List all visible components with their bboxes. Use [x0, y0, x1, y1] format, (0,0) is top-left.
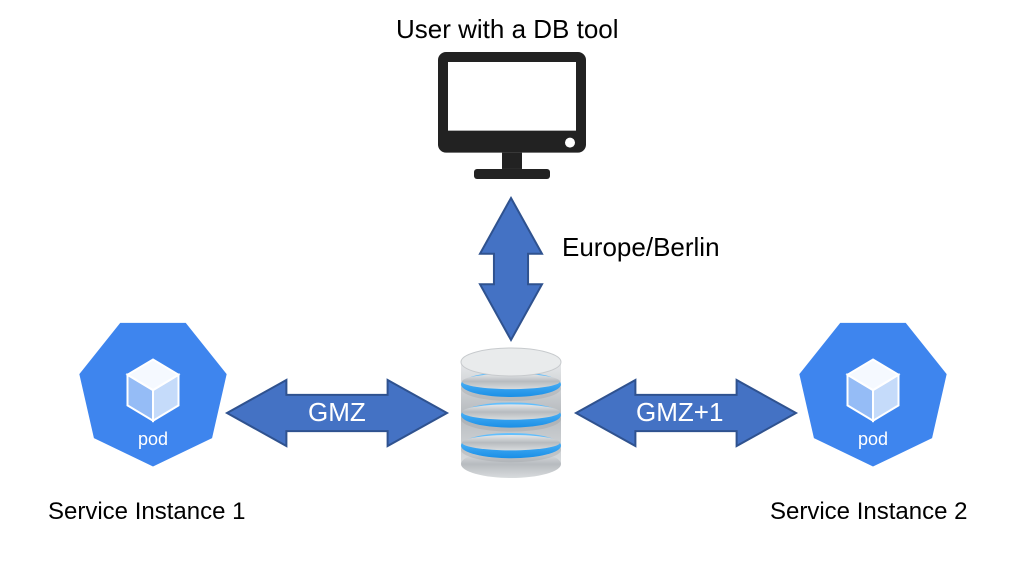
diagram-canvas: pod pod: [0, 0, 1024, 583]
service-left-label: Service Instance 1: [48, 498, 245, 526]
service-right-label: Service Instance 2: [770, 498, 967, 526]
pod-inner-label: pod: [858, 429, 888, 449]
arrow-vertical: [480, 198, 542, 340]
edge-top-label: Europe/Berlin: [562, 232, 720, 263]
database-icon: [461, 348, 561, 478]
pod-inner-label: pod: [138, 429, 168, 449]
title-label: User with a DB tool: [396, 14, 619, 45]
pod-left-icon: pod: [80, 323, 226, 466]
edge-right-label: GMZ+1: [636, 397, 723, 428]
computer-icon: [438, 52, 586, 179]
pod-right-icon: pod: [800, 323, 946, 466]
edge-left-label: GMZ: [308, 397, 366, 428]
